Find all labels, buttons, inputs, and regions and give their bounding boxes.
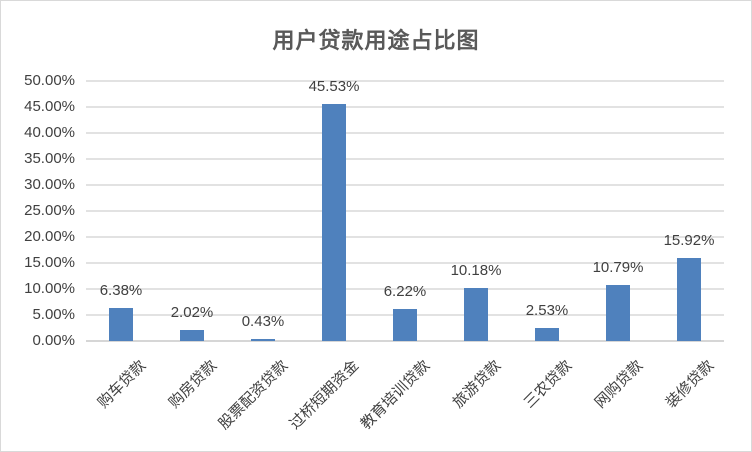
bar (109, 308, 133, 341)
bar-value-label: 6.38% (99, 282, 143, 299)
bar (393, 309, 417, 341)
bar (251, 339, 275, 341)
bar-value-label: 15.92% (663, 232, 715, 249)
bar-value-label: 6.22% (383, 283, 427, 300)
bar-value-label: 10.79% (592, 259, 644, 276)
gridline (86, 132, 724, 134)
gridline (86, 158, 724, 160)
bar (180, 330, 204, 341)
y-tick-label: 45.00% (24, 98, 75, 115)
bar (464, 288, 488, 341)
bar-value-label: 2.02% (170, 304, 214, 321)
bar (606, 285, 630, 341)
y-tick-label: 25.00% (24, 202, 75, 219)
gridline (86, 262, 724, 264)
bar-value-label: 10.18% (450, 262, 502, 279)
bar (535, 328, 559, 341)
gridline (86, 288, 724, 290)
y-tick-label: 10.00% (24, 280, 75, 297)
y-tick-label: 20.00% (24, 228, 75, 245)
y-tick-label: 30.00% (24, 176, 75, 193)
chart-title: 用户贷款用途占比图 (272, 28, 480, 53)
bar (322, 104, 346, 341)
x-axis-line (86, 340, 724, 342)
bar-value-label: 0.43% (241, 313, 285, 330)
gridline (86, 210, 724, 212)
y-tick-label: 40.00% (24, 124, 75, 141)
bar (677, 258, 701, 341)
gridline (86, 80, 724, 82)
y-tick-label: 35.00% (24, 150, 75, 167)
y-tick-label: 0.00% (32, 332, 75, 349)
gridline (86, 236, 724, 238)
bar-value-label: 45.53% (308, 78, 360, 95)
y-tick-label: 5.00% (32, 306, 75, 323)
gridline (86, 106, 724, 108)
y-tick-label: 15.00% (24, 254, 75, 271)
gridline (86, 184, 724, 186)
y-tick-label: 50.00% (24, 72, 75, 89)
bar-value-label: 2.53% (525, 302, 569, 319)
